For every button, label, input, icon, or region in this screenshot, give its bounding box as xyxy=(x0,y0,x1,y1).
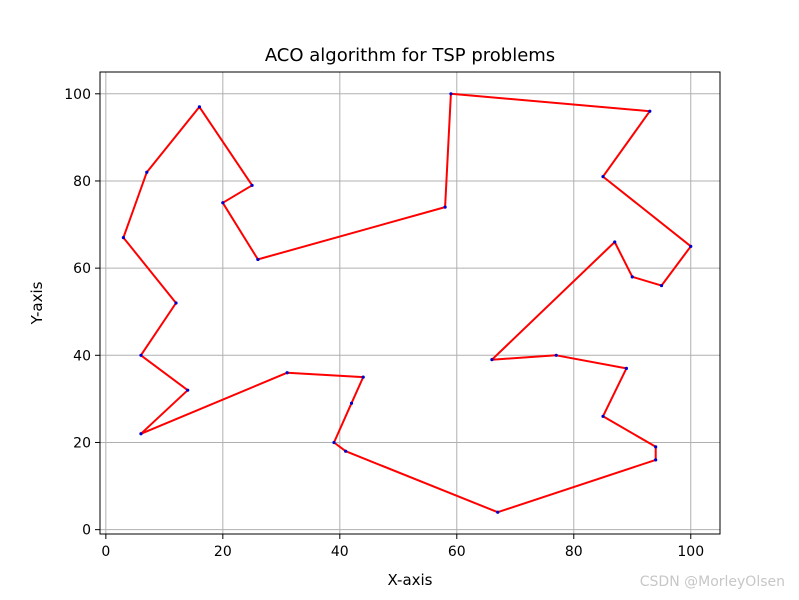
city-point xyxy=(332,440,336,445)
city-point xyxy=(648,109,652,113)
city-point xyxy=(630,275,634,279)
watermark: CSDN @MorleyOlsen xyxy=(640,574,785,590)
x-tick-label: 80 xyxy=(565,544,583,560)
plot-frame xyxy=(99,71,721,535)
x-ticks: 0 20 40 60 80 100 xyxy=(101,534,704,560)
chart-title: ACO algorithm for TSP problems xyxy=(265,45,555,66)
city-point xyxy=(601,175,605,179)
y-tick-label: 60 xyxy=(73,261,91,277)
city-point xyxy=(139,353,143,357)
city-point xyxy=(490,358,494,362)
city-point xyxy=(689,244,693,248)
city-point xyxy=(221,201,225,205)
city-point xyxy=(174,301,178,305)
y-tick-label: 20 xyxy=(73,435,91,451)
x-tick-label: 100 xyxy=(677,544,704,560)
city-point xyxy=(496,510,500,514)
city-point xyxy=(349,401,354,405)
city-point xyxy=(186,388,190,392)
y-ticks: 0 20 40 60 80 100 xyxy=(64,87,100,539)
city-point xyxy=(449,92,453,96)
city-point xyxy=(659,283,664,288)
city-point xyxy=(344,449,348,453)
city-point xyxy=(654,458,658,462)
city-point xyxy=(361,375,365,379)
y-axis-label: Y-axis xyxy=(28,281,46,325)
city-point xyxy=(601,414,605,418)
y-tick-label: 40 xyxy=(73,348,91,364)
city-point xyxy=(624,366,629,370)
grid xyxy=(100,72,720,534)
y-tick-label: 0 xyxy=(82,523,91,539)
city-point xyxy=(145,170,149,174)
city-point xyxy=(443,205,447,209)
x-tick-label: 40 xyxy=(331,544,349,560)
x-tick-label: 20 xyxy=(214,544,232,560)
x-axis-label: X-axis xyxy=(388,571,433,589)
x-tick-label: 0 xyxy=(101,544,110,560)
route xyxy=(122,92,692,514)
city-point xyxy=(250,183,254,187)
city-point xyxy=(285,371,289,375)
city-point xyxy=(654,445,658,449)
city-point xyxy=(121,236,125,240)
y-tick-label: 100 xyxy=(64,87,91,103)
city-point xyxy=(613,240,617,244)
city-point xyxy=(139,432,143,436)
y-tick-label: 80 xyxy=(73,174,91,190)
city-point xyxy=(197,105,202,109)
city-point xyxy=(554,353,558,357)
x-tick-label: 60 xyxy=(448,544,466,560)
route-line xyxy=(122,92,692,514)
city-point xyxy=(256,257,260,262)
city-points xyxy=(121,92,693,514)
